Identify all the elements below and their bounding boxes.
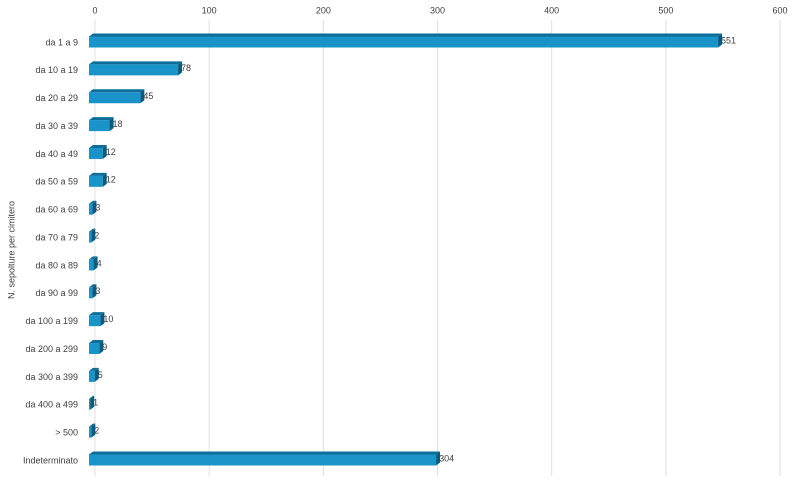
bar-top <box>89 367 99 371</box>
bar <box>89 287 93 299</box>
bar <box>89 231 92 243</box>
x-tick-label: 200 <box>316 5 331 15</box>
y-tick-label: da 50 a 59 <box>35 177 78 187</box>
bar-top <box>89 451 441 455</box>
bar <box>89 370 95 382</box>
data-label: 2 <box>94 426 99 436</box>
data-label: 4 <box>97 258 102 268</box>
bar-top <box>89 340 104 344</box>
bar <box>89 398 91 410</box>
bar-side <box>102 172 107 187</box>
data-label: 78 <box>181 63 191 73</box>
y-tick-label: da 10 a 19 <box>35 65 78 75</box>
bar-top <box>89 284 97 288</box>
bar-top <box>89 144 107 148</box>
data-label: 2 <box>94 230 99 240</box>
bar <box>89 147 103 159</box>
bar <box>89 203 93 215</box>
bar-top <box>89 89 145 93</box>
data-label: 304 <box>439 453 454 463</box>
bar-side <box>718 33 723 48</box>
bar <box>89 315 101 327</box>
bar-top <box>89 61 183 65</box>
bar-top <box>89 312 105 316</box>
data-label: 45 <box>143 91 153 101</box>
y-tick-label: da 200 a 299 <box>25 344 78 354</box>
data-label: 9 <box>102 342 107 352</box>
bar <box>89 175 103 187</box>
bar-side <box>102 144 107 159</box>
bar-top <box>89 256 98 260</box>
data-label: 10 <box>103 314 113 324</box>
data-label: 18 <box>113 119 123 129</box>
bar-side <box>94 367 99 382</box>
bar <box>89 259 94 271</box>
x-tick-label: 300 <box>430 5 445 15</box>
bar-side <box>178 61 183 76</box>
bar-side <box>91 423 96 438</box>
y-tick-label: da 90 a 99 <box>35 288 78 298</box>
bar-side <box>91 228 96 243</box>
bar <box>89 454 437 466</box>
y-tick-label: da 1 a 9 <box>45 37 78 47</box>
y-tick-label: da 40 a 49 <box>35 149 78 159</box>
bar-side <box>109 117 114 132</box>
y-tick-label: Indeterminato <box>23 455 78 465</box>
bar-side <box>100 312 105 327</box>
y-tick-label: da 400 a 499 <box>25 400 78 410</box>
data-label: 12 <box>106 175 116 185</box>
x-tick-label: 100 <box>202 5 217 15</box>
data-label: 3 <box>95 203 100 213</box>
y-tick-label: da 20 a 29 <box>35 93 78 103</box>
x-tick-label: 0 <box>92 5 97 15</box>
bar-top <box>89 172 107 176</box>
x-tick-label: 500 <box>658 5 673 15</box>
y-tick-label: > 500 <box>55 428 78 438</box>
y-tick-label: da 100 a 199 <box>25 316 78 326</box>
bar-top <box>89 117 114 121</box>
bar <box>89 92 141 104</box>
bar-side <box>93 256 98 271</box>
y-tick-label: da 30 a 39 <box>35 121 78 131</box>
bar-top <box>89 228 96 232</box>
bar-top <box>89 33 723 37</box>
y-tick-label: da 80 a 89 <box>35 260 78 270</box>
bar-side <box>140 89 145 104</box>
bar <box>89 36 719 48</box>
y-axis-title: N. sepolture per cimitero <box>6 201 16 299</box>
bar <box>89 426 92 438</box>
bar-top <box>89 200 97 204</box>
y-tick-label: da 70 a 79 <box>35 232 78 242</box>
data-label: 551 <box>721 35 736 45</box>
bar <box>89 120 110 132</box>
bar-side <box>92 284 97 299</box>
y-tick-label: da 300 a 399 <box>25 372 78 382</box>
data-label: 12 <box>106 147 116 157</box>
y-tick-label: da 60 a 69 <box>35 205 78 215</box>
bar-side <box>436 451 441 466</box>
x-tick-label: 400 <box>544 5 559 15</box>
data-label: 5 <box>98 370 103 380</box>
bar-side <box>90 395 95 410</box>
bar <box>89 343 100 355</box>
bar <box>89 64 179 76</box>
bar-side <box>92 200 97 215</box>
data-label: 3 <box>95 286 100 296</box>
data-label: 1 <box>93 398 98 408</box>
bar-side <box>99 340 104 355</box>
x-tick-label: 600 <box>772 5 787 15</box>
bar-top <box>89 423 96 427</box>
bar-top <box>89 395 95 399</box>
